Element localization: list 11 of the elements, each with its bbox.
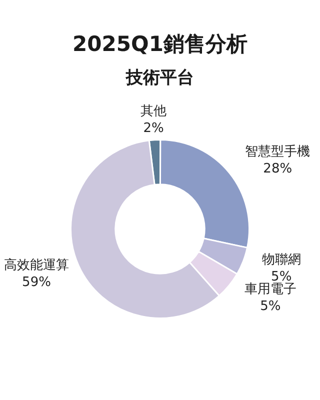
slice-label: 車用電子 [244, 282, 296, 298]
data-label: 2% [143, 120, 164, 136]
slice-label: 物聯網 [262, 252, 301, 268]
data-label: 28% [263, 161, 292, 176]
chart-title: 2025Q1銷售分析 [72, 31, 248, 58]
slice-label: 智慧型手機 [245, 144, 310, 160]
chart-subtitle: 技術平台 [124, 67, 195, 89]
data-label: 59% [22, 274, 51, 290]
data-label: 5% [260, 299, 281, 314]
slice-label: 高效能運算 [4, 256, 69, 273]
slice-label: 其他 [140, 104, 167, 119]
